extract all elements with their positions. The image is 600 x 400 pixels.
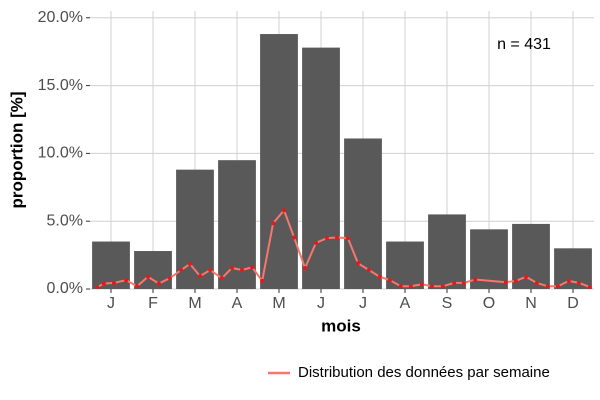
x-tick-label: D bbox=[567, 295, 579, 312]
x-tick-label: J bbox=[317, 295, 325, 312]
annotation: n = 431 bbox=[497, 36, 551, 53]
x-tick-label: N bbox=[525, 295, 537, 312]
point bbox=[461, 280, 466, 285]
point bbox=[324, 236, 329, 241]
y-tick-label: 0.0% bbox=[47, 280, 83, 297]
point bbox=[95, 284, 100, 289]
marks bbox=[92, 34, 592, 290]
point bbox=[282, 208, 287, 213]
point bbox=[313, 240, 318, 245]
point bbox=[398, 284, 403, 289]
point bbox=[473, 277, 478, 282]
x-tick-label: A bbox=[232, 295, 243, 312]
point bbox=[179, 268, 184, 273]
point bbox=[208, 268, 213, 273]
point bbox=[366, 268, 371, 273]
point bbox=[303, 265, 308, 270]
point bbox=[387, 278, 392, 283]
bar bbox=[428, 214, 466, 289]
point bbox=[187, 261, 192, 266]
point bbox=[229, 265, 234, 270]
point bbox=[271, 221, 276, 226]
x-tick-label: M bbox=[188, 295, 201, 312]
x-tick-label: S bbox=[442, 295, 453, 312]
point bbox=[124, 278, 129, 283]
y-tick-label: 20.0% bbox=[38, 9, 83, 26]
point bbox=[429, 284, 434, 289]
point bbox=[408, 284, 413, 289]
bar bbox=[302, 47, 340, 289]
point bbox=[566, 278, 571, 283]
point bbox=[167, 276, 172, 281]
point bbox=[523, 274, 528, 279]
x-axis-title: mois bbox=[321, 316, 361, 335]
point bbox=[377, 274, 382, 279]
y-axis-title: proportion [%] bbox=[7, 91, 26, 208]
point bbox=[503, 280, 508, 285]
point bbox=[555, 284, 560, 289]
x-tick-label: J bbox=[359, 295, 367, 312]
point bbox=[534, 280, 539, 285]
bar bbox=[344, 138, 382, 289]
bar bbox=[92, 241, 130, 289]
point bbox=[334, 235, 339, 240]
point bbox=[219, 276, 224, 281]
legend-label: Distribution des données par semaine bbox=[298, 364, 550, 381]
x-tick-label: J bbox=[107, 295, 115, 312]
y-tick-label: 5.0% bbox=[47, 212, 83, 229]
y-tick-label: 10.0% bbox=[38, 145, 83, 162]
point bbox=[101, 281, 106, 286]
point bbox=[355, 261, 360, 266]
point bbox=[250, 265, 255, 270]
bar bbox=[260, 34, 298, 290]
line bbox=[96, 208, 591, 288]
point bbox=[419, 282, 424, 287]
x-tick-label: F bbox=[148, 295, 158, 312]
bar bbox=[554, 248, 592, 289]
point bbox=[156, 281, 161, 286]
x-tick-label: O bbox=[483, 295, 495, 312]
bar bbox=[512, 223, 550, 289]
point bbox=[145, 274, 150, 279]
point bbox=[292, 235, 297, 240]
point bbox=[260, 278, 265, 283]
y-tick-label: 15.0% bbox=[38, 77, 83, 94]
point bbox=[240, 268, 245, 273]
point bbox=[198, 274, 203, 279]
point bbox=[135, 284, 140, 289]
point bbox=[111, 280, 116, 285]
point bbox=[587, 284, 592, 289]
point bbox=[545, 284, 550, 289]
point bbox=[513, 278, 518, 283]
point bbox=[452, 280, 457, 285]
point bbox=[440, 284, 445, 289]
x-tick-label: M bbox=[272, 295, 285, 312]
point bbox=[345, 236, 350, 241]
x-tick-label: A bbox=[400, 295, 411, 312]
point bbox=[576, 280, 581, 285]
